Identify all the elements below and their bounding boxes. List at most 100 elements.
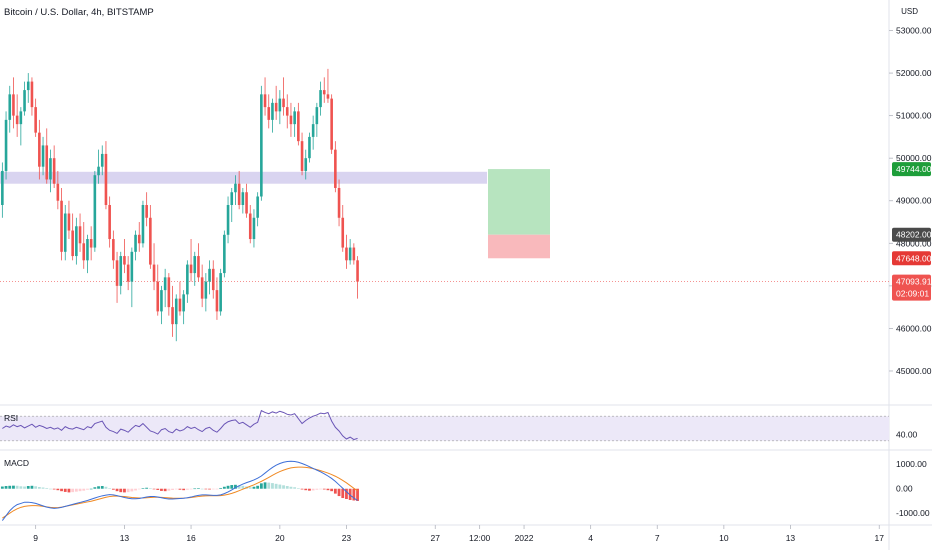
candle-body xyxy=(71,230,74,257)
candle xyxy=(108,196,111,248)
candle-body xyxy=(186,264,189,295)
macd-histogram-bar xyxy=(74,488,78,492)
rsi-panel[interactable]: RSI 40.00 xyxy=(0,409,918,442)
macd-histogram-bar xyxy=(271,483,274,489)
macd-histogram-bar xyxy=(15,485,19,489)
time-tick-label: 13 xyxy=(120,533,130,543)
macd-histogram-bar xyxy=(296,488,300,489)
candle-body xyxy=(308,136,311,159)
candle xyxy=(171,285,174,337)
candle-body xyxy=(319,90,322,108)
candle-body xyxy=(271,102,274,120)
candle xyxy=(300,132,304,176)
candle-body xyxy=(348,247,352,261)
macd-histogram-bar xyxy=(293,487,297,489)
price-tick-label: 48000.00 xyxy=(896,238,932,248)
macd-histogram-bar xyxy=(300,488,304,490)
candle-body xyxy=(12,94,15,116)
rsi-label[interactable]: RSI xyxy=(4,413,18,423)
macd-histogram-bar xyxy=(97,486,100,489)
macd-histogram-bar xyxy=(311,488,315,491)
candle xyxy=(145,192,148,227)
time-tick-label: 10 xyxy=(719,533,729,543)
candle-body xyxy=(334,149,337,188)
last-price-label: 47093.91 02:09:01 xyxy=(892,274,932,301)
time-tick-label: 20 xyxy=(275,533,285,543)
macd-histogram-bar xyxy=(352,488,356,501)
macd-histogram-bar xyxy=(86,488,89,490)
candle-body xyxy=(130,251,134,282)
candle-body xyxy=(263,94,267,108)
candle-body xyxy=(274,102,278,112)
candle xyxy=(356,256,359,299)
time-axis[interactable]: 9 13 16 20 23 27 12:00 2022 4 7 10 13 17 xyxy=(33,525,884,543)
candle-body xyxy=(345,247,348,261)
macd-histogram-bar xyxy=(289,486,293,489)
candle-body xyxy=(182,294,185,312)
candle xyxy=(15,94,19,137)
stop-price-label: 47648.00 xyxy=(892,251,932,266)
candle-body xyxy=(245,192,248,214)
candle-body xyxy=(189,264,193,274)
macd-histogram-bar xyxy=(45,487,49,489)
macd-histogram xyxy=(0,482,359,501)
macd-histogram-bar xyxy=(259,483,263,489)
candle xyxy=(163,268,167,308)
candle xyxy=(274,85,278,120)
entry-price-label: 48202.00 xyxy=(892,227,932,242)
symbol-title[interactable]: Bitcoin / U.S. Dollar, 4h, BITSTAMP xyxy=(4,7,154,18)
candle xyxy=(219,268,222,316)
candle-body xyxy=(8,94,12,120)
long-position-target-area[interactable] xyxy=(488,169,550,235)
macd-label[interactable]: MACD xyxy=(4,458,29,468)
candle xyxy=(49,149,52,193)
time-tick-label: 2022 xyxy=(515,533,534,543)
macd-histogram-bar xyxy=(319,488,322,490)
macd-histogram-bar xyxy=(104,486,108,489)
macd-histogram-bar xyxy=(8,485,12,489)
candle xyxy=(71,213,74,261)
macd-histogram-bar xyxy=(333,488,337,494)
candle xyxy=(297,102,300,146)
candle-body xyxy=(311,124,315,137)
candle-body xyxy=(267,107,271,120)
candle xyxy=(60,187,63,261)
candle xyxy=(271,98,274,133)
macd-histogram-bar xyxy=(322,488,326,490)
candle-body xyxy=(252,217,256,240)
candle-body xyxy=(104,153,108,205)
macd-histogram-bar xyxy=(148,488,152,489)
candle xyxy=(38,119,41,180)
macd-histogram-bar xyxy=(315,488,319,490)
macd-histogram-bar xyxy=(78,488,82,492)
candle xyxy=(97,149,100,184)
candle-body xyxy=(63,213,67,252)
macd-panel[interactable]: MACD 1000.00 0.00 -1000.00 xyxy=(0,458,930,521)
price-panel[interactable] xyxy=(0,68,889,342)
candle-body xyxy=(297,111,300,142)
price-tick-label: 52000.00 xyxy=(896,68,932,78)
resistance-zone[interactable] xyxy=(0,171,487,184)
candle xyxy=(186,260,189,303)
long-position-stop-area[interactable] xyxy=(488,234,550,259)
macd-histogram-bar xyxy=(171,488,174,490)
candle xyxy=(141,200,145,248)
candle xyxy=(167,273,171,316)
macd-histogram-bar xyxy=(348,488,352,500)
macd-tick-label: 0.00 xyxy=(896,484,913,494)
candle-body xyxy=(93,175,97,248)
macd-histogram-bar xyxy=(185,488,189,490)
time-tick-label: 12:00 xyxy=(469,533,491,543)
candle-body xyxy=(19,111,23,125)
candle xyxy=(278,90,282,125)
macd-histogram-bar xyxy=(189,488,193,490)
candle xyxy=(52,145,56,188)
candle xyxy=(123,239,126,274)
macd-histogram-bar xyxy=(285,486,289,489)
macd-histogram-bar xyxy=(197,488,200,489)
candle xyxy=(160,285,163,325)
candle xyxy=(208,260,211,295)
macd-histogram-bar xyxy=(19,486,23,489)
